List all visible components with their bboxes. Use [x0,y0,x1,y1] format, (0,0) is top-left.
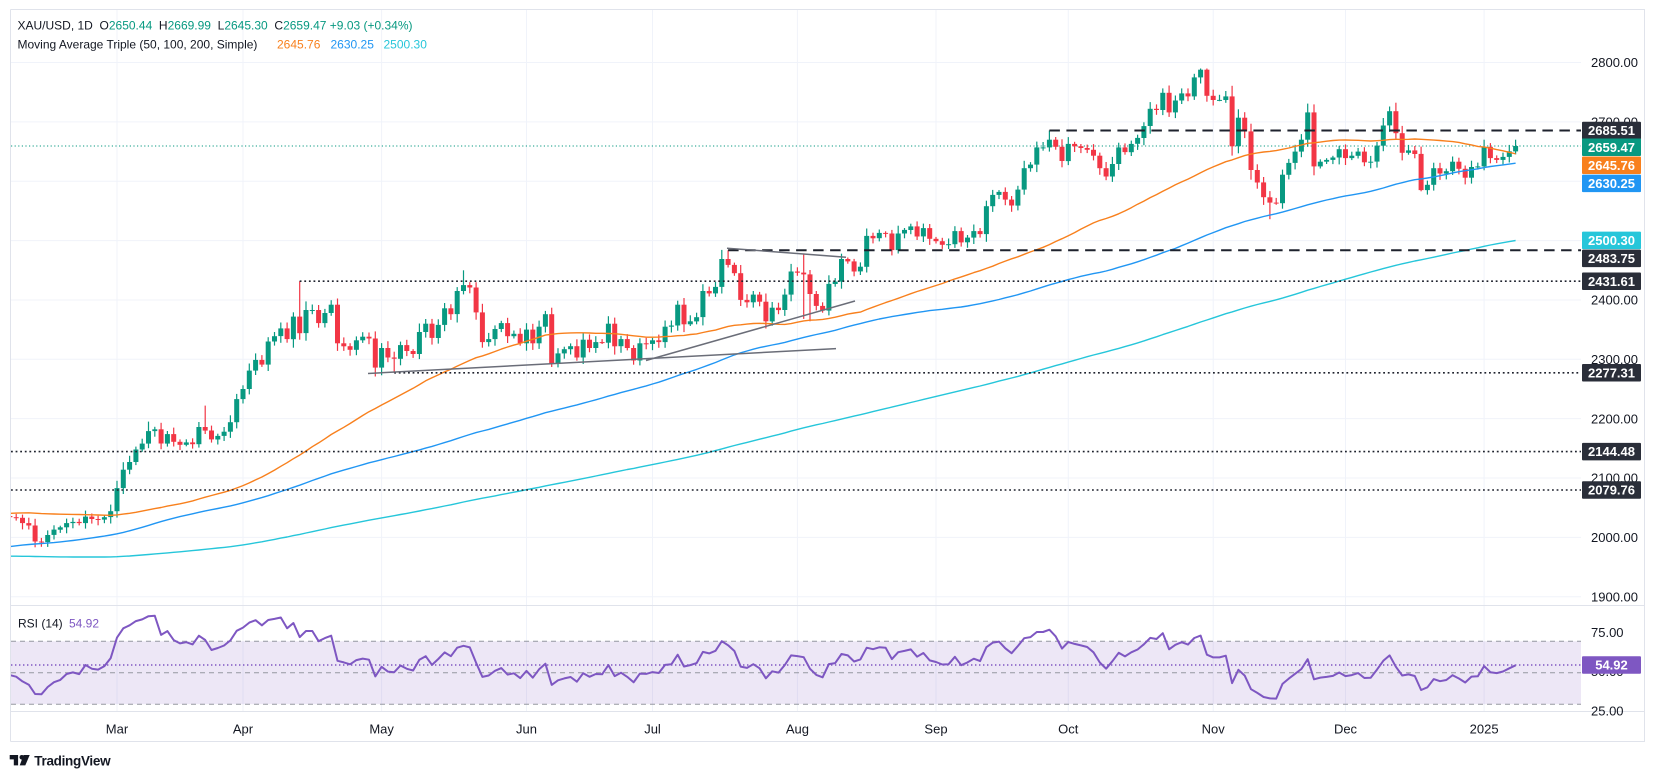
svg-text:2500.30: 2500.30 [384,38,428,52]
svg-text:Dec: Dec [1334,722,1358,737]
svg-text:Jul: Jul [644,722,661,737]
svg-text:2277.31: 2277.31 [1588,365,1635,380]
svg-text:Nov: Nov [1202,722,1226,737]
svg-text:2144.48: 2144.48 [1588,444,1635,459]
svg-text:2500.30: 2500.30 [1588,233,1635,248]
svg-text:2800.00: 2800.00 [1591,55,1638,70]
svg-text:2630.25: 2630.25 [331,38,375,52]
svg-text:2685.51: 2685.51 [1588,123,1635,138]
svg-text:25.00: 25.00 [1591,704,1624,719]
svg-text:2025: 2025 [1470,722,1499,737]
svg-text:2000.00: 2000.00 [1591,530,1638,545]
svg-text:2645.76: 2645.76 [1588,158,1635,173]
svg-text:Sep: Sep [924,722,947,737]
svg-text:Apr: Apr [233,722,254,737]
svg-text:2659.47: 2659.47 [1588,140,1635,155]
svg-text:May: May [369,722,394,737]
svg-text:2630.25: 2630.25 [1588,176,1635,191]
svg-text:2431.61: 2431.61 [1588,274,1635,289]
svg-text:2483.75: 2483.75 [1588,251,1635,266]
svg-text:TradingView: TradingView [34,754,111,769]
svg-text:2079.76: 2079.76 [1588,483,1635,498]
svg-text:Jun: Jun [516,722,537,737]
svg-text:RSI (14): RSI (14) [18,617,63,631]
svg-text:2200.00: 2200.00 [1591,411,1638,426]
svg-text:Mar: Mar [106,722,129,737]
svg-text:XAU/USD, 1D O2650.44 H2669.9: XAU/USD, 1D O2650.44 H2669.99 L2645.30 C… [18,19,413,33]
svg-text:2645.76: 2645.76 [277,38,321,52]
svg-text:75.00: 75.00 [1591,625,1624,640]
svg-text:Aug: Aug [786,722,809,737]
svg-text:54.92: 54.92 [1595,658,1628,673]
svg-text:54.92: 54.92 [69,617,99,631]
svg-text:2300.00: 2300.00 [1591,352,1638,367]
svg-text:Oct: Oct [1058,722,1079,737]
svg-text:1900.00: 1900.00 [1591,589,1638,604]
svg-text:2400.00: 2400.00 [1591,293,1638,308]
svg-text:Moving Average Triple (50, 100: Moving Average Triple (50, 100, 200, Sim… [18,38,258,52]
